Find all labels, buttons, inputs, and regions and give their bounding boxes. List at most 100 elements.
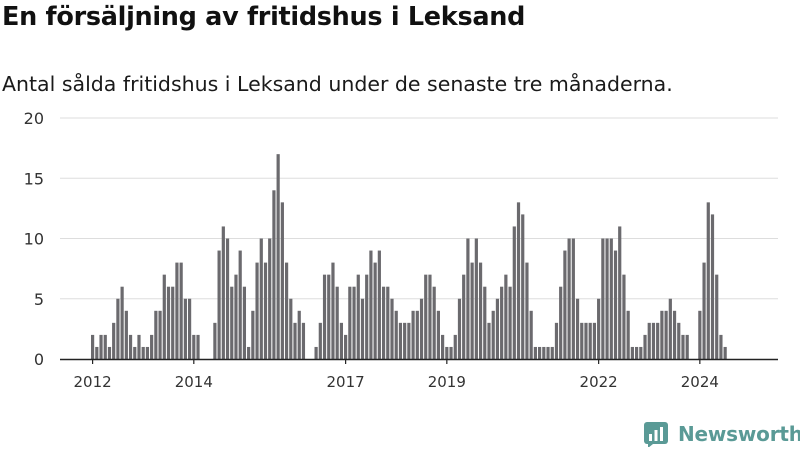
- bar: [251, 310, 255, 359]
- bar: [339, 322, 344, 359]
- y-tick-label: 20: [24, 109, 44, 128]
- bar: [719, 334, 723, 359]
- bar: [592, 322, 597, 359]
- bar: [335, 286, 339, 359]
- bar: [436, 310, 440, 359]
- y-tick-label: 10: [24, 230, 44, 249]
- bar: [601, 238, 605, 359]
- bar: [386, 286, 390, 359]
- bar: [120, 286, 124, 359]
- bar: [546, 346, 550, 359]
- chart-title: En försäljning av fritidshus i Leksand: [2, 2, 526, 32]
- bar: [441, 334, 445, 359]
- bar: [575, 298, 580, 359]
- bar: [187, 298, 192, 359]
- bar: [377, 250, 381, 359]
- bar: [571, 238, 575, 359]
- bar: [457, 298, 462, 359]
- newsworthy-logo-icon: [644, 422, 668, 447]
- bar: [99, 334, 103, 359]
- bar: [710, 214, 715, 359]
- bar: [681, 334, 685, 359]
- bar: [647, 322, 651, 359]
- bar: [715, 274, 719, 359]
- bar: [344, 334, 348, 359]
- bar: [466, 238, 470, 359]
- bar: [247, 346, 251, 359]
- bar: [276, 154, 280, 359]
- bar: [550, 346, 554, 359]
- bar: [213, 322, 217, 359]
- bar: [116, 298, 120, 359]
- bar: [474, 238, 478, 359]
- bar: [706, 202, 710, 359]
- bar: [563, 250, 567, 359]
- bar: [415, 310, 419, 359]
- bar: [521, 214, 525, 359]
- bar: [255, 262, 259, 359]
- bar: [221, 226, 225, 359]
- bar: [554, 322, 559, 359]
- bar: [293, 322, 297, 359]
- bar: [613, 250, 618, 359]
- bar: [516, 202, 521, 359]
- bar: [318, 322, 322, 359]
- x-tick-label: 2019: [428, 373, 466, 391]
- bar: [162, 274, 166, 359]
- bar: [128, 334, 133, 359]
- bar: [141, 346, 145, 359]
- bar: [242, 286, 247, 359]
- x-tick-label: 2012: [74, 373, 112, 391]
- data-label: 1: [737, 0, 747, 4]
- bar: [597, 298, 601, 359]
- bar: [588, 322, 592, 359]
- chart-subtitle: Antal sålda fritidshus i Leksand under d…: [2, 72, 673, 96]
- bar: [491, 310, 495, 359]
- bar: [432, 286, 436, 359]
- bar: [424, 274, 428, 359]
- bar: [238, 250, 242, 359]
- bar: [137, 334, 141, 359]
- bar: [348, 286, 352, 359]
- bar: [407, 322, 411, 359]
- bar: [297, 310, 301, 359]
- bar: [175, 262, 179, 359]
- bar: [419, 298, 424, 359]
- bar: [445, 346, 449, 359]
- bar: [280, 202, 284, 359]
- bar: [656, 322, 660, 359]
- bar: [584, 322, 588, 359]
- bar: [103, 334, 107, 359]
- bar: [639, 346, 643, 359]
- bar: [453, 334, 457, 359]
- bar: [360, 298, 365, 359]
- bar: [356, 274, 360, 359]
- bar: [179, 262, 183, 359]
- y-tick-label: 5: [34, 290, 44, 309]
- bar: [192, 334, 196, 359]
- bar: [462, 274, 466, 359]
- bar: [398, 322, 403, 359]
- bar: [322, 274, 327, 359]
- bar: [504, 274, 508, 359]
- bar: [394, 310, 398, 359]
- x-tick-label: 2022: [580, 373, 618, 391]
- bar: [698, 310, 702, 359]
- x-tick-label: 2014: [175, 373, 213, 391]
- bar: [373, 262, 377, 359]
- bar: [327, 274, 331, 359]
- bar: [196, 334, 200, 359]
- bar: [483, 286, 487, 359]
- bar: [487, 322, 491, 359]
- bar: [605, 238, 609, 359]
- bar: [171, 286, 175, 359]
- bar: [525, 262, 529, 359]
- bar: [268, 238, 272, 359]
- bar: [622, 274, 626, 359]
- bar: [403, 322, 407, 359]
- bar: [225, 238, 230, 359]
- bar: [672, 310, 677, 359]
- bar: [352, 286, 356, 359]
- bar: [668, 298, 672, 359]
